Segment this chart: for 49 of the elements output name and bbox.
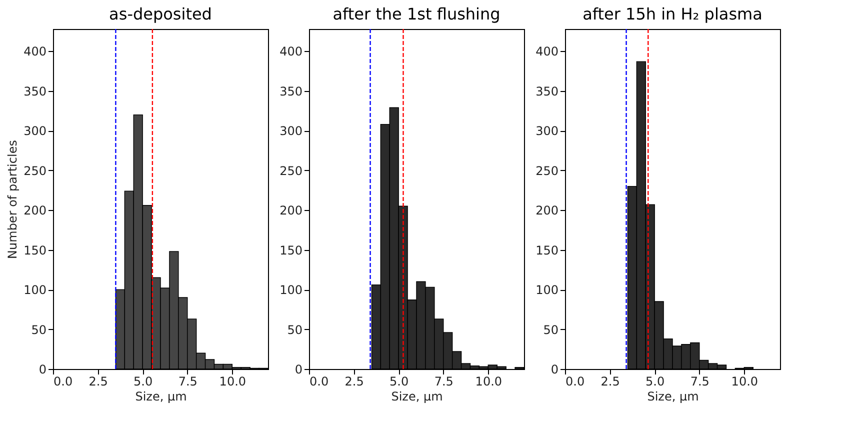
x-tick-label: 2.5 xyxy=(344,374,364,388)
y-tick-label: 250 xyxy=(536,164,558,178)
y-tick-label: 0 xyxy=(294,362,302,376)
y-tick-label: 50 xyxy=(543,322,558,337)
x-tick-label: 0.0 xyxy=(54,374,73,388)
x-axis-title: Size, μm xyxy=(135,390,187,404)
y-tick-label: 0 xyxy=(550,362,558,376)
x-tick-label: 10.0 xyxy=(219,374,246,388)
chart-title: as-deposited xyxy=(109,4,212,24)
chart-title: after the 1st flushing xyxy=(332,4,500,24)
y-tick-label: 200 xyxy=(24,204,46,218)
chart-title: after 15h in H₂ plasma xyxy=(582,4,762,24)
y-tick-label: 50 xyxy=(31,322,46,337)
x-tick-label: 7.5 xyxy=(434,374,454,388)
x-tick-label: 5.0 xyxy=(646,374,665,388)
y-tick-label: 300 xyxy=(536,124,558,138)
x-tick-label: 2.5 xyxy=(88,374,108,388)
y-tick-label: 100 xyxy=(536,283,558,298)
y-tick-label: 350 xyxy=(24,84,46,98)
x-tick-label: 10.0 xyxy=(475,374,502,388)
y-tick-label: 100 xyxy=(24,283,46,298)
x-tick-label: 10.0 xyxy=(731,374,758,388)
y-tick-label: 250 xyxy=(280,164,302,178)
x-axis-title: Size, μm xyxy=(391,390,443,404)
y-tick-label: 0 xyxy=(38,362,46,376)
y-tick-label: 100 xyxy=(280,283,302,298)
y-tick-label: 200 xyxy=(536,204,558,218)
y-tick-label: 50 xyxy=(287,322,302,337)
y-tick-label: 250 xyxy=(24,164,46,178)
x-tick-label: 7.5 xyxy=(690,374,710,388)
y-tick-label: 400 xyxy=(24,44,46,59)
y-tick-label: 200 xyxy=(280,204,302,218)
y-tick-label: 350 xyxy=(536,84,558,98)
y-tick-label: 150 xyxy=(536,243,558,258)
x-tick-label: 0.0 xyxy=(566,374,585,388)
y-tick-label: 350 xyxy=(280,84,302,98)
x-tick-label: 2.5 xyxy=(600,374,620,388)
x-tick-label: 5.0 xyxy=(134,374,153,388)
y-tick-label: 150 xyxy=(280,243,302,258)
x-tick-label: 7.5 xyxy=(178,374,198,388)
y-tick-label: 300 xyxy=(24,124,46,138)
y-tick-label: 150 xyxy=(24,243,46,258)
y-tick-label: 400 xyxy=(280,44,302,59)
y-tick-label: 400 xyxy=(536,44,558,59)
x-tick-label: 0.0 xyxy=(310,374,329,388)
x-axis-title: Size, μm xyxy=(647,390,699,404)
y-axis-title: Number of particles xyxy=(6,140,20,259)
x-tick-label: 5.0 xyxy=(390,374,409,388)
y-tick-label: 300 xyxy=(280,124,302,138)
